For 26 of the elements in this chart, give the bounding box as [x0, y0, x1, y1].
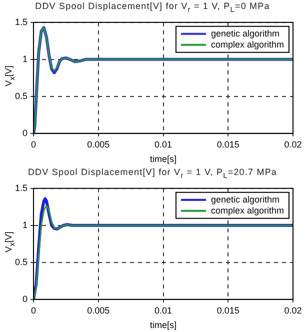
legend-label: complex algorithm	[210, 39, 284, 50]
x-axis-title: time[s]	[150, 154, 177, 164]
x-tick-label: 0.02	[284, 139, 302, 150]
y-tick-label: 0	[22, 128, 28, 138]
x-tick-label: 0.015	[216, 305, 240, 316]
x-tick-label: 0.01	[154, 139, 172, 150]
y-tick-label: 1.5	[14, 182, 28, 193]
legend-label: genetic algorithm	[210, 194, 280, 204]
chart-title: DDV Spool Displacement[V] for V$_{r}$ = 1 V, P$_{L}$=20.7 MPa	[26, 166, 278, 180]
y-tick-label: 0	[22, 294, 28, 304]
y-tick-label: 1	[22, 220, 28, 230]
y-tick-label: 0.5	[14, 90, 28, 101]
legend-label: genetic algorithm	[210, 28, 280, 38]
x-axis-title: time[s]	[150, 320, 177, 330]
x-tick-label: 0	[31, 139, 36, 150]
y-tick-label: 1.5	[14, 16, 28, 27]
y-tick-label: 1	[22, 54, 28, 64]
x-tick-label: 0.02	[284, 305, 302, 316]
x-tick-label: 0.005	[87, 139, 110, 150]
legend-label: complex algorithm	[210, 205, 284, 216]
x-tick-label: 0	[31, 305, 36, 316]
y-tick-label: 0.5	[14, 256, 28, 267]
chart-title: DDV Spool Displacement[V] for V$_{r}$ = 1 V, P$_{L}$=0 MPa	[34, 0, 271, 14]
x-tick-label: 0.005	[87, 305, 110, 316]
x-tick-label: 0.015	[216, 139, 240, 150]
x-tick-label: 0.01	[154, 305, 172, 316]
